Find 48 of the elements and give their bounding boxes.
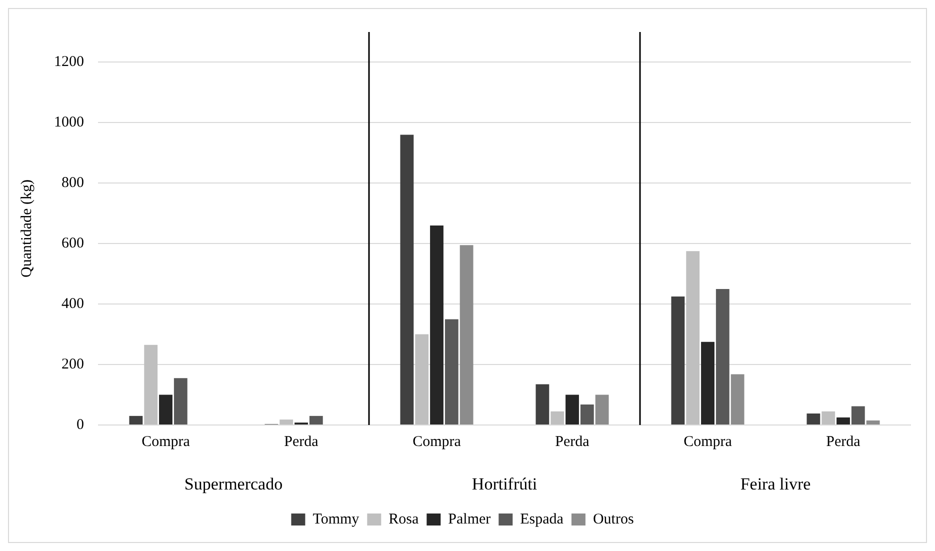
bar xyxy=(716,288,730,424)
y-tick-label: 600 xyxy=(62,236,84,252)
bar xyxy=(671,296,685,424)
bar xyxy=(730,374,744,424)
x-tick-label: Compra xyxy=(412,434,462,450)
bar xyxy=(566,394,579,424)
y-tick-label: 0 xyxy=(76,416,84,433)
x-tick-label: Compra xyxy=(142,434,190,450)
y-tick-label: 800 xyxy=(62,175,84,192)
x-tick-label: Perda xyxy=(555,434,590,450)
bar xyxy=(129,416,143,424)
bar xyxy=(309,416,323,424)
bar xyxy=(686,251,700,424)
legend-label: Espada xyxy=(520,511,564,528)
x-tick-label: Perda xyxy=(284,434,319,450)
y-tick-label: 400 xyxy=(62,296,84,312)
x-tick-label: Compra xyxy=(684,434,732,450)
text: Feira livre xyxy=(740,474,811,494)
y-tick-label: 1000 xyxy=(54,114,84,131)
bar xyxy=(822,411,836,424)
bar xyxy=(280,420,294,424)
legend-label: Outros xyxy=(592,511,634,528)
bar xyxy=(159,394,172,424)
legend-label: Rosa xyxy=(388,511,419,528)
legend-label: Tommy xyxy=(312,511,360,528)
text: Supermercado xyxy=(184,474,283,494)
bar xyxy=(595,394,609,424)
bar xyxy=(851,406,865,424)
bar xyxy=(550,411,564,424)
bar xyxy=(580,404,594,424)
bar xyxy=(444,319,458,424)
y-axis-title: Quantidade (kg) xyxy=(18,180,35,278)
bar xyxy=(806,414,820,424)
bar xyxy=(536,384,550,424)
bar xyxy=(836,417,850,424)
bar xyxy=(430,225,444,424)
x-tick-label: Perda xyxy=(826,434,861,450)
bar xyxy=(701,342,714,424)
bar xyxy=(174,378,188,424)
y-tick-label: 200 xyxy=(62,356,84,372)
bar xyxy=(460,245,474,424)
bar xyxy=(400,134,414,424)
text: Hortifrúti xyxy=(472,474,538,494)
bar xyxy=(866,420,880,424)
y-tick-label: 1200 xyxy=(54,54,84,70)
bar xyxy=(144,344,158,424)
bar xyxy=(415,334,429,424)
legend-label: Palmer xyxy=(448,511,491,528)
